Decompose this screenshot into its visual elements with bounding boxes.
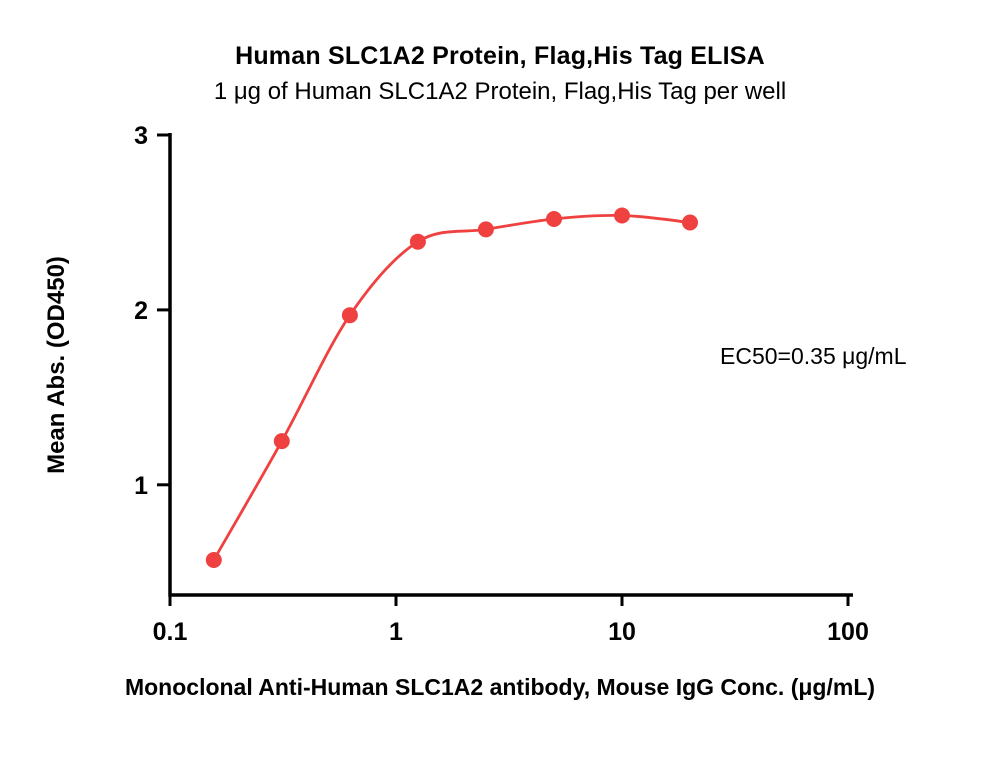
- y-tick-label: 3: [134, 122, 148, 150]
- y-tick-label: 2: [134, 297, 148, 325]
- data-point: [341, 307, 358, 324]
- ec50-annotation: EC50=0.35 μg/mL: [720, 343, 907, 369]
- data-point: [477, 221, 494, 238]
- x-tick-label: 10: [608, 618, 636, 646]
- x-tick-label: 1: [389, 618, 403, 646]
- fit-curve: [212, 213, 692, 562]
- y-tick-label: 1: [134, 472, 148, 500]
- chart-subtitle: 1 μg of Human SLC1A2 Protein, Flag,His T…: [213, 78, 787, 105]
- data-point: [546, 211, 562, 227]
- data-point: [682, 214, 698, 231]
- x-tick-label: 0.1: [153, 618, 188, 646]
- x-tick-label: 100: [827, 618, 869, 646]
- x-axis-label: Monoclonal Anti-Human SLC1A2 antibody, M…: [124, 674, 876, 700]
- data-point: [409, 233, 426, 250]
- chart-title: Human SLC1A2 Protein, Flag,His Tag ELISA: [235, 42, 765, 70]
- data-point: [273, 433, 290, 450]
- data-point: [614, 207, 630, 224]
- data-point: [205, 552, 222, 568]
